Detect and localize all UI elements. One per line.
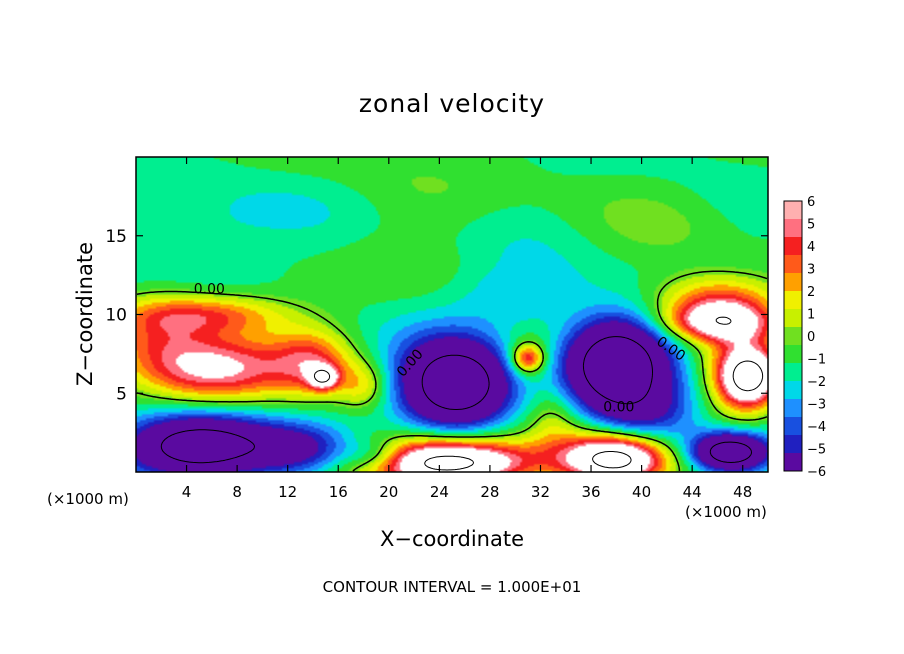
colorbar-label: −4 [807,420,826,435]
zero-contour [136,270,768,472]
y-axis-label: Z−coordinate [73,242,97,386]
colorbar-label: 2 [807,285,815,300]
y-tick-label: 5 [116,384,127,404]
colorbar-band [784,273,802,292]
colorbar-band [784,291,802,310]
colorbar-frame [783,200,803,472]
colorbar-band [784,219,802,238]
velocity-field [136,157,768,472]
colorbar-band [784,381,802,400]
x-tick-label: 44 [683,483,702,501]
colorbar-band [784,345,802,364]
colorbar-label: −6 [807,465,826,480]
colorbar-band [784,327,802,346]
x-tick-label: 20 [379,483,398,501]
x-tick-label: 8 [232,483,242,501]
contour-interval-note: CONTOUR INTERVAL = 1.000E+01 [323,578,582,596]
colorbar-label: −3 [807,398,826,413]
colorbar-band [784,399,802,418]
y-tick-label: 15 [105,227,127,247]
colorbar-band [784,237,802,256]
contour-label: 0.00 [603,399,634,415]
x-tick-label: 16 [329,483,348,501]
colorbar: 6 5 4 3 2 1 0 −1 −2 −3 −4 −5 −6 [783,195,826,480]
positive-contour [313,316,764,471]
contour-lines [136,270,768,472]
colorbar-label: −2 [807,375,826,390]
x-tick-label: 48 [733,483,752,501]
colorbar-band [784,363,802,382]
x-unit-label-right: (×1000 m) [685,503,767,521]
x-tick-label: 32 [531,483,550,501]
x-axis: 4 8 12 16 20 24 28 32 36 40 44 48 [182,157,752,501]
colorbar-band [784,201,802,220]
x-tick-label: 40 [632,483,651,501]
colorbar-label: 5 [807,218,815,233]
x-tick-label: 24 [430,483,449,501]
x-tick-label: 36 [581,483,600,501]
negative-contour [160,336,752,464]
colorbar-label: 6 [807,195,815,210]
y-axis: 5 10 15 [105,227,768,404]
colorbar-label: −1 [807,353,826,368]
colorbar-label: 0 [807,330,815,345]
contour-label: 0.00 [194,281,225,297]
x-axis-label: X−coordinate [380,527,524,551]
velocity-raster [136,157,768,472]
colorbar-band [784,417,802,436]
colorbar-band [784,255,802,274]
colorbar-band [784,309,802,328]
x-tick-label: 12 [278,483,297,501]
y-tick-label: 10 [105,306,127,326]
colorbar-label: −5 [807,443,826,458]
colorbar-band [784,453,802,472]
plot-area: 0.000.000.000.00 4 8 12 16 20 24 28 32 36 40 44 48 … [105,156,769,501]
x-tick-label: 28 [480,483,499,501]
chart-title: zonal velocity [359,89,545,118]
colorbar-label: 4 [807,240,815,255]
colorbar-label: 3 [807,263,815,278]
colorbar-band [784,435,802,454]
x-unit-label-left: (×1000 m) [47,490,129,508]
x-tick-label: 4 [182,483,192,501]
colorbar-label: 1 [807,308,815,323]
